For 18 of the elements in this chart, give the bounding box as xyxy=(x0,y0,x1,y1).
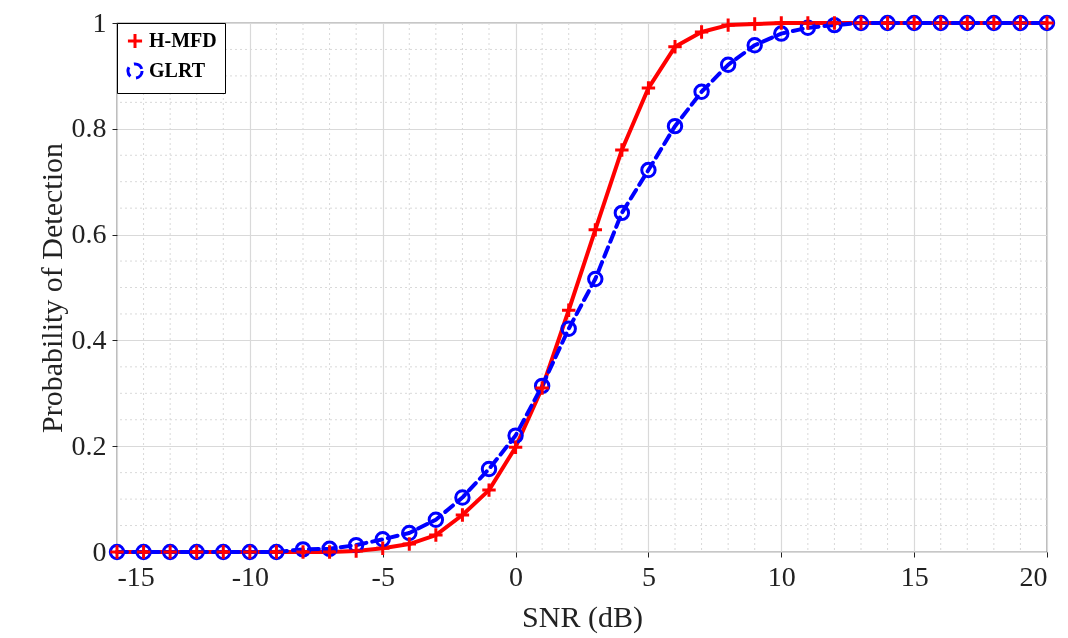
legend-label: GLRT xyxy=(149,59,206,81)
x-tick-label: -10 xyxy=(231,560,270,592)
y-axis-title: Probability of Detection xyxy=(34,143,68,433)
x-tick-label: -15 xyxy=(117,560,155,592)
y-tick-label: 0.8 xyxy=(71,112,107,144)
y-tick-label: 0 xyxy=(92,535,107,567)
y-tick-label: 0.6 xyxy=(71,218,107,250)
x-tick-label: 20 xyxy=(1019,560,1048,592)
x-tick-label: -5 xyxy=(371,560,395,592)
y-tick-label: 0.4 xyxy=(71,323,107,355)
y-tick-label: 1 xyxy=(92,6,107,38)
x-axis-title: SNR (dB) xyxy=(522,599,643,634)
x-tick-label: 10 xyxy=(767,560,796,592)
y-tick-label: 0.2 xyxy=(71,429,107,461)
x-tick-label: 15 xyxy=(900,560,929,592)
x-tick-label: 0 xyxy=(509,560,524,592)
x-tick-label: 5 xyxy=(641,560,656,592)
legend-label: H-MFD xyxy=(149,29,217,51)
